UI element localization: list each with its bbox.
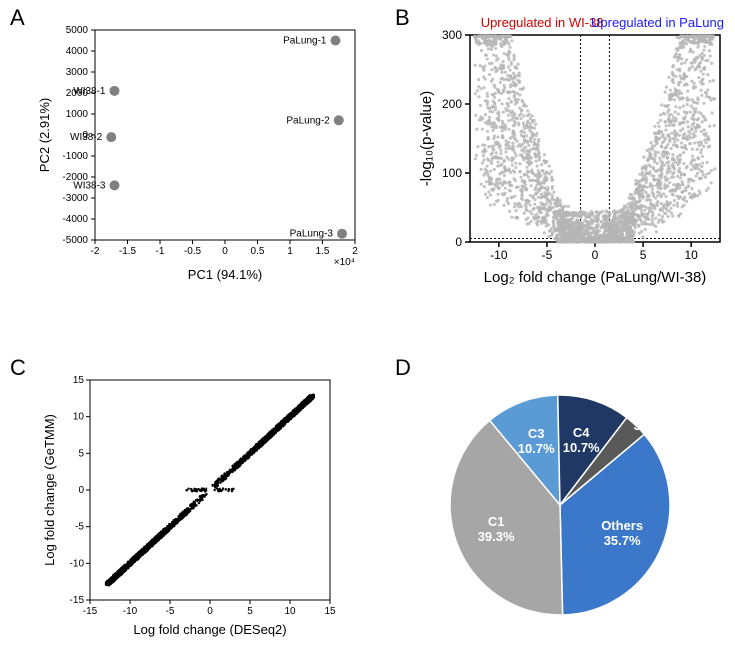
svg-text:Upregulated in PaLung: Upregulated in PaLung (591, 15, 724, 30)
svg-text:PaLung-1: PaLung-1 (283, 36, 327, 47)
svg-text:WI38-3: WI38-3 (73, 180, 106, 191)
panel-d-label: D (395, 355, 411, 381)
volcano-plot: Upregulated in WI-38Upregulated in PaLun… (415, 10, 730, 290)
svg-text:Log fold change (GeTMM): Log fold change (GeTMM) (42, 414, 57, 566)
svg-text:10: 10 (73, 412, 85, 423)
svg-text:1.5: 1.5 (316, 246, 330, 257)
svg-text:5: 5 (247, 606, 253, 617)
svg-text:-15: -15 (70, 595, 85, 606)
svg-text:100: 100 (442, 166, 462, 180)
svg-text:-10: -10 (490, 248, 508, 262)
svg-text:4000: 4000 (66, 46, 89, 57)
svg-text:×10⁴: ×10⁴ (334, 257, 355, 268)
svg-text:PC1 (94.1%): PC1 (94.1%) (188, 267, 262, 282)
svg-text:-4000: -4000 (62, 214, 88, 225)
svg-text:10: 10 (284, 606, 296, 617)
svg-text:200: 200 (442, 97, 462, 111)
svg-text:0: 0 (222, 246, 228, 257)
pie-chart: Others35.7%C139.3%C310.7%C410.7%C23.5% (430, 375, 730, 645)
svg-text:PaLung-3: PaLung-3 (290, 229, 334, 240)
svg-text:-15: -15 (83, 606, 98, 617)
svg-text:-10: -10 (70, 558, 85, 569)
svg-text:-3000: -3000 (62, 193, 88, 204)
svg-text:-1: -1 (156, 246, 165, 257)
figure-container: A -2-1.5-1-0.500.511.52×10⁴-5000-4000-30… (0, 0, 735, 650)
svg-text:Log₂ fold change (PaLung/WI-38: Log₂ fold change (PaLung/WI-38) (484, 269, 707, 286)
panel-c-label: C (10, 355, 26, 381)
svg-text:0: 0 (78, 485, 84, 496)
svg-text:1: 1 (287, 246, 293, 257)
svg-text:1000: 1000 (66, 109, 89, 120)
svg-text:-5000: -5000 (62, 235, 88, 246)
svg-text:0: 0 (455, 235, 462, 249)
svg-text:5: 5 (640, 248, 647, 262)
svg-text:15: 15 (73, 375, 85, 386)
svg-text:0: 0 (207, 606, 213, 617)
svg-text:2: 2 (352, 246, 358, 257)
svg-text:PaLung-2: PaLung-2 (286, 115, 330, 126)
panel-a-label: A (10, 5, 25, 31)
svg-text:-log₁₀(p-value): -log₁₀(p-value) (418, 91, 435, 187)
svg-text:-1.5: -1.5 (119, 246, 137, 257)
svg-text:15: 15 (324, 606, 336, 617)
svg-text:5: 5 (78, 448, 84, 459)
svg-text:WI38-1: WI38-1 (73, 86, 106, 97)
svg-text:3000: 3000 (66, 67, 89, 78)
svg-text:-1000: -1000 (62, 151, 88, 162)
svg-text:300: 300 (442, 28, 462, 42)
svg-text:-2: -2 (91, 246, 100, 257)
svg-text:-10: -10 (123, 606, 138, 617)
svg-text:-0.5: -0.5 (184, 246, 202, 257)
svg-text:5000: 5000 (66, 25, 89, 36)
svg-text:-5: -5 (75, 522, 84, 533)
pca-scatter: -2 -1.5 -1 -0.5 0 0.5 1 1.5 2×10⁴ -5000 -4000 -3000… (35, 20, 365, 285)
panel-b-label: B (395, 5, 410, 31)
svg-text:Log fold change (DESeq2): Log fold change (DESeq2) (133, 622, 286, 637)
correlation-scatter: -15 -10 -5 0 5 10 15 -15 -10 -5 0 5 10 15 Log fold cha… (40, 370, 340, 640)
svg-text:0: 0 (592, 248, 599, 262)
svg-text:Upregulated in WI-38: Upregulated in WI-38 (481, 15, 604, 30)
svg-text:WI38-2: WI38-2 (70, 132, 103, 143)
svg-text:PC2 (2.91%): PC2 (2.91%) (37, 98, 52, 172)
svg-text:0.5: 0.5 (251, 246, 265, 257)
svg-text:10: 10 (684, 248, 698, 262)
svg-text:-5: -5 (542, 248, 553, 262)
svg-text:-5: -5 (166, 606, 175, 617)
